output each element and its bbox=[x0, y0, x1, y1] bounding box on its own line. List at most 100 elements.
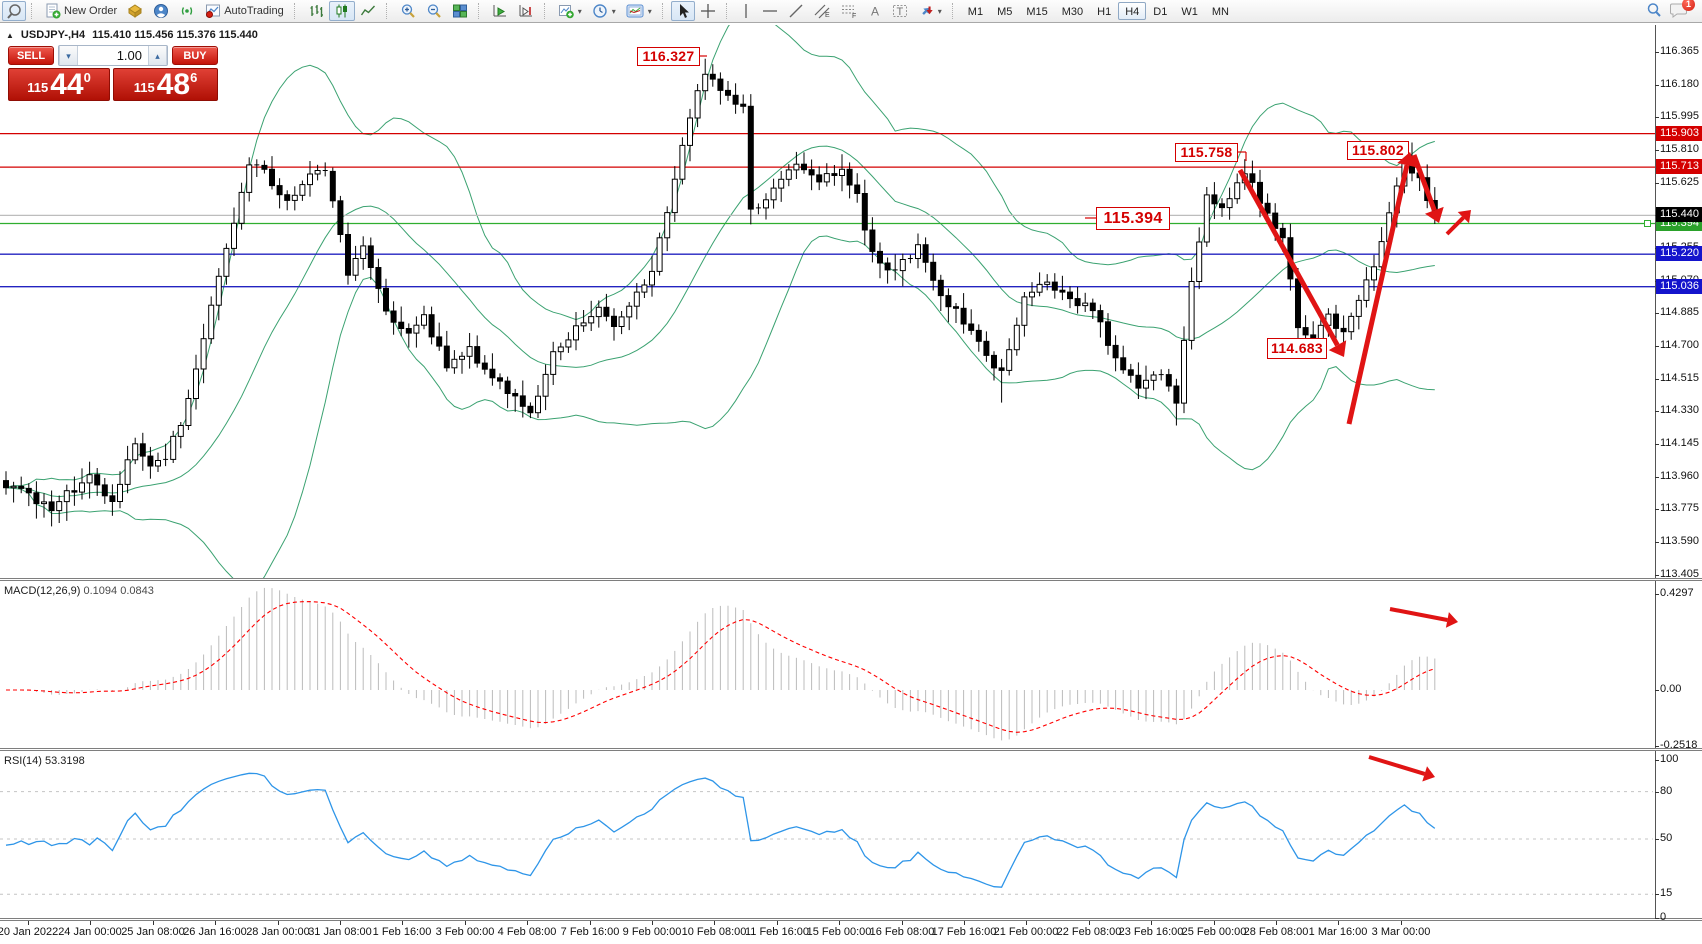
chevron-down-icon: ▾ bbox=[611, 6, 616, 16]
timeframe-button-m1[interactable]: M1 bbox=[967, 6, 984, 18]
top-toolbar: New Order AutoTrading ▾ bbox=[0, 0, 1702, 23]
level-price-badge: 115.713 bbox=[1656, 159, 1702, 175]
toolbar-separator bbox=[543, 3, 551, 19]
collapse-panel-icon[interactable]: ▲ bbox=[6, 30, 14, 40]
one-click-trading-panel: SELL ▾ ▴ BUY 115 44 0 115 48 6 bbox=[8, 44, 218, 101]
rsi-tick-label: 80 bbox=[1660, 785, 1673, 797]
autotrading-icon bbox=[205, 3, 221, 19]
new-chart-button[interactable]: ▾ bbox=[553, 1, 587, 21]
rsi-tick-label: 50 bbox=[1660, 832, 1673, 844]
svg-text:A: A bbox=[871, 5, 879, 19]
time-tick-label: 24 Jan 00:00 bbox=[58, 926, 122, 938]
time-tick-label: 26 Jan 16:00 bbox=[183, 926, 247, 938]
notifications-button[interactable]: 1 bbox=[1670, 0, 1695, 21]
price-tick-label: 113.590 bbox=[1660, 535, 1699, 548]
price-tick-label: 114.145 bbox=[1660, 437, 1699, 450]
buy-price-display[interactable]: 115 48 6 bbox=[113, 68, 218, 101]
price-tick-label: 115.070 bbox=[1660, 273, 1699, 286]
price-tick-label: 114.515 bbox=[1660, 371, 1699, 384]
text-label-tool-button[interactable]: T bbox=[887, 1, 913, 21]
pane-separator[interactable] bbox=[0, 578, 1702, 581]
community-button[interactable] bbox=[148, 1, 174, 21]
timeframe-button-m15[interactable]: M15 bbox=[1026, 6, 1048, 18]
time-tick bbox=[652, 921, 653, 925]
vertical-line-icon bbox=[740, 3, 752, 19]
autotrading-button[interactable]: AutoTrading bbox=[200, 1, 289, 21]
community-person-icon bbox=[153, 3, 169, 19]
time-tick bbox=[902, 921, 903, 925]
price-tick-label: 115.255 bbox=[1660, 241, 1699, 253]
time-tick bbox=[590, 921, 591, 925]
candlestick-mode-button[interactable] bbox=[328, 1, 355, 21]
timeframe-button-h1[interactable]: H1 bbox=[1097, 6, 1112, 18]
time-tick-label: 9 Feb 00:00 bbox=[622, 926, 682, 938]
volume-input[interactable] bbox=[78, 46, 148, 65]
buy-price-big: 48 bbox=[156, 68, 191, 101]
line-chart-mode-button[interactable] bbox=[355, 1, 381, 21]
time-tick bbox=[1151, 921, 1152, 925]
search-icon[interactable] bbox=[1646, 2, 1662, 21]
horizontal-line-tool-button[interactable] bbox=[757, 1, 783, 21]
time-tick bbox=[153, 921, 154, 925]
buy-price-main: 115 bbox=[133, 80, 155, 95]
time-tick-label: 17 Feb 16:00 bbox=[931, 926, 997, 938]
sell-price-main: 115 bbox=[27, 80, 49, 95]
tile-windows-button[interactable] bbox=[447, 1, 473, 21]
trendline-tool-button[interactable] bbox=[783, 1, 809, 21]
crosshair-tool-button[interactable] bbox=[695, 1, 721, 21]
time-tick-label: 25 Jan 08:00 bbox=[121, 926, 185, 938]
pane-separator[interactable] bbox=[0, 748, 1702, 751]
toolbar-separator bbox=[385, 3, 393, 19]
auto-scroll-button[interactable] bbox=[487, 1, 513, 21]
fibonacci-tool-button[interactable]: F bbox=[836, 1, 863, 21]
metaeditor-button[interactable] bbox=[122, 1, 148, 21]
time-tick-label: 22 Feb 08:00 bbox=[1056, 926, 1122, 938]
sell-button[interactable]: SELL bbox=[8, 46, 54, 65]
volume-increase-button[interactable]: ▴ bbox=[148, 46, 167, 65]
text-label-icon: T bbox=[892, 3, 908, 19]
shapes-arrows-icon bbox=[918, 3, 934, 19]
macd-main-value: 0.1094 bbox=[83, 585, 118, 597]
time-tick-label: 23 Feb 16:00 bbox=[1118, 926, 1184, 938]
new-order-button[interactable]: New Order bbox=[40, 1, 122, 21]
timeframe-button-d1[interactable]: D1 bbox=[1153, 6, 1168, 18]
toolbar-separator bbox=[725, 3, 733, 19]
time-tick-label: 20 Jan 2022 bbox=[0, 926, 59, 938]
macd-chart bbox=[6, 587, 1436, 741]
zoom-in-button[interactable] bbox=[395, 1, 421, 21]
sell-price-display[interactable]: 115 44 0 bbox=[8, 68, 110, 101]
bar-chart-mode-button[interactable] bbox=[303, 1, 329, 21]
templates-button[interactable]: ▾ bbox=[621, 1, 657, 21]
main-chart-pane[interactable] bbox=[0, 25, 1656, 578]
timeframe-button-m5[interactable]: M5 bbox=[997, 6, 1013, 18]
arrows-tool-button[interactable]: ▾ bbox=[913, 1, 947, 21]
cursor-tool-button[interactable] bbox=[670, 1, 695, 21]
price-tick-label: 114.700 bbox=[1660, 339, 1699, 351]
vertical-line-tool-button[interactable] bbox=[735, 1, 757, 21]
timeframe-button-h4[interactable]: H4 bbox=[1118, 2, 1147, 20]
price-tick-label: 114.330 bbox=[1660, 404, 1699, 417]
text-tool-button[interactable]: A bbox=[863, 1, 887, 21]
price-tick-label: 116.180 bbox=[1660, 77, 1699, 90]
time-axis[interactable]: 20 Jan 2022 24 Jan 00:00 25 Jan 08:00 26 Ja… bbox=[0, 921, 1702, 944]
timeframe-button-w1[interactable]: W1 bbox=[1181, 6, 1198, 18]
chart-shift-button[interactable] bbox=[513, 1, 539, 21]
periods-button[interactable]: ▾ bbox=[587, 1, 621, 21]
buy-button[interactable]: BUY bbox=[172, 46, 218, 65]
time-tick bbox=[714, 921, 715, 925]
zoom-out-icon bbox=[426, 3, 442, 19]
timeframe-button-mn[interactable]: MN bbox=[1211, 6, 1229, 18]
svg-text:E: E bbox=[825, 12, 830, 19]
zoom-out-button[interactable] bbox=[421, 1, 447, 21]
rsi-indicator-pane[interactable]: RSI(14) 53.3198 bbox=[0, 752, 1656, 918]
symbol-name: USDJPY-,H4 bbox=[20, 29, 86, 41]
volume-decrease-button[interactable]: ▾ bbox=[59, 46, 78, 65]
current-price-badge: 115.440 bbox=[1656, 207, 1702, 223]
price-tick-label: 116.365 bbox=[1660, 45, 1699, 57]
timeframe-button-m30[interactable]: M30 bbox=[1061, 6, 1084, 18]
chart-zoom-tool-button[interactable] bbox=[2, 1, 26, 21]
macd-indicator-pane[interactable]: MACD(12,26,9) 0.1094 0.0843 bbox=[0, 582, 1656, 748]
signals-button[interactable] bbox=[174, 1, 200, 21]
svg-text:T: T bbox=[896, 6, 903, 18]
equidistant-channel-tool-button[interactable]: E bbox=[809, 1, 836, 21]
